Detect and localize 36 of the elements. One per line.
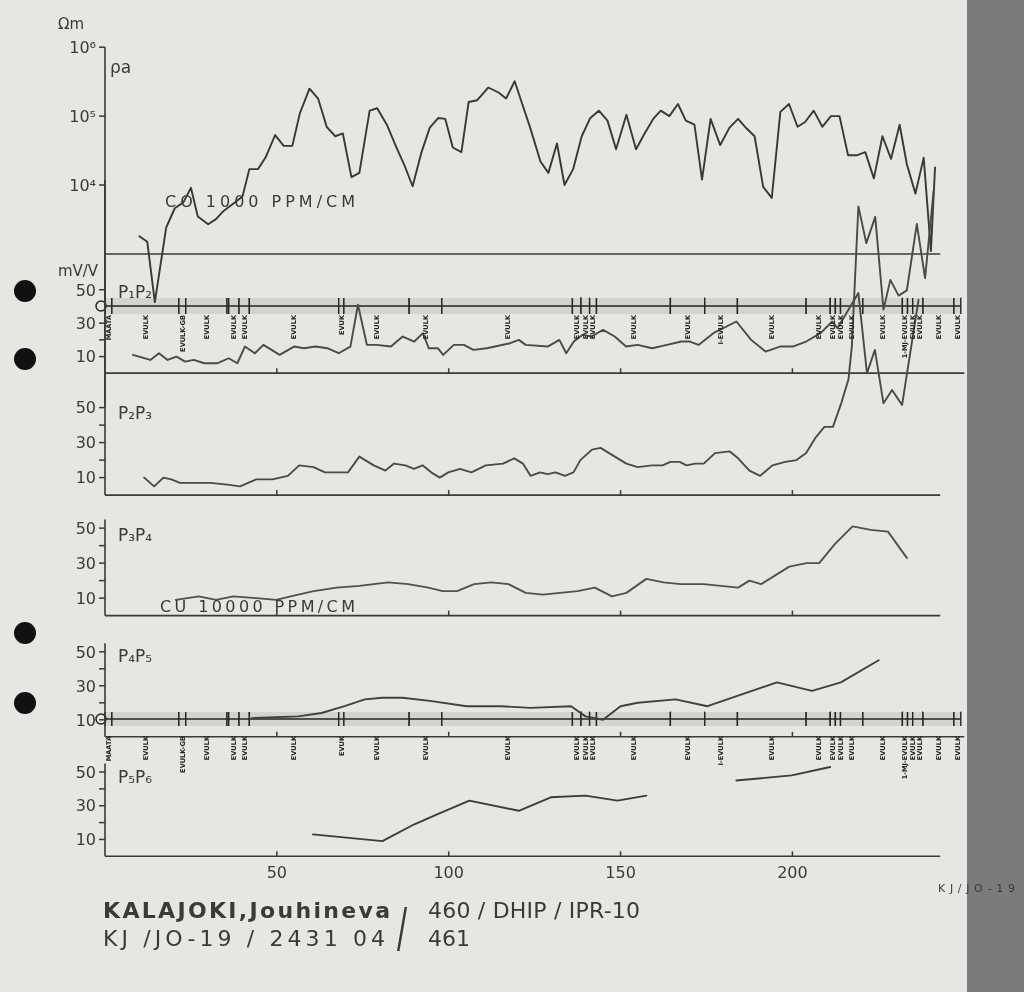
chart-title: P₃P₄ <box>118 525 153 545</box>
y-tick-label: 50 <box>75 762 96 782</box>
x-tick-label: 100 <box>433 863 464 883</box>
y-tick-label: 10 <box>75 710 96 730</box>
text: ρa <box>110 57 132 77</box>
text: KJ /JO-19 / 2431 04 <box>103 926 385 951</box>
y-tick-label: 30 <box>75 676 96 696</box>
text: KALAJOKI,Jouhineva <box>103 898 390 923</box>
y-tick-label: 30 <box>75 796 96 816</box>
x-tick-label: 50 <box>266 863 288 883</box>
chart-title: P₅P₆ <box>118 767 153 787</box>
y-tick-label: 30 <box>75 553 96 573</box>
y-tick-label: 50 <box>75 398 96 418</box>
x-tick-label: 150 <box>605 863 636 883</box>
text: / <box>397 896 408 959</box>
y-axis-title: mV/V <box>57 262 99 280</box>
y-tick-label: 10⁵ <box>69 106 96 126</box>
y-tick-label: 30 <box>75 313 96 333</box>
y-tick-label: 50 <box>75 280 96 300</box>
y-tick-label: 10 <box>75 588 96 608</box>
x-tick-label: 200 <box>777 863 808 883</box>
y-tick-label: 10⁴ <box>69 175 96 195</box>
y-tick-label: 10⁶ <box>69 37 96 57</box>
chart-title: P₄P₅ <box>118 646 153 666</box>
annotation: CU 10000 PPM/CM <box>160 597 355 616</box>
text: 461 <box>428 926 470 951</box>
y-axis-title: Ωm <box>57 15 85 33</box>
text: 460 / DHIP / IPR-10 <box>428 898 640 923</box>
y-tick-label: 50 <box>75 642 96 662</box>
chart-title: P₁P₂ <box>118 282 153 302</box>
y-tick-label: 50 <box>75 518 96 538</box>
text: P₂P₃ <box>118 403 153 423</box>
y-tick-label: 10 <box>75 468 96 488</box>
y-tick-label: 30 <box>75 433 96 453</box>
y-tick-label: 10 <box>75 347 96 367</box>
y-tick-label: 10 <box>75 830 96 850</box>
